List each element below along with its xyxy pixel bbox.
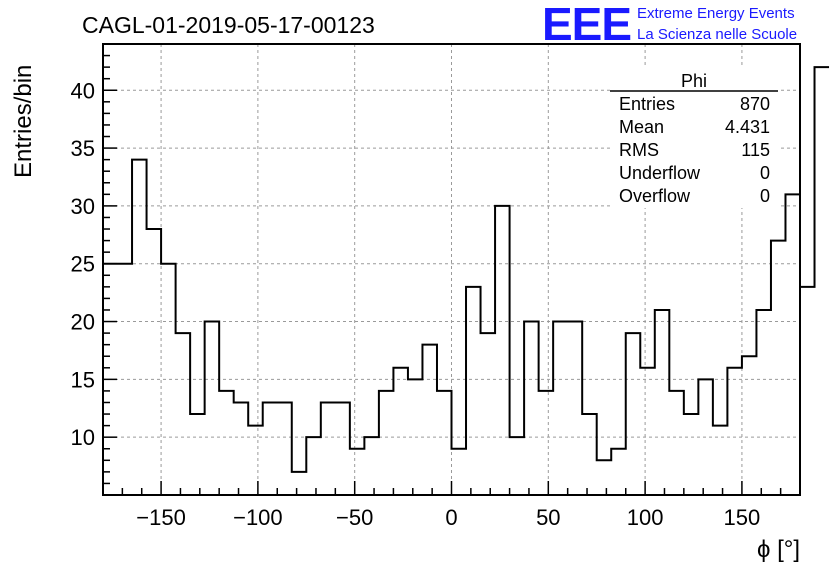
x-tick-label: −150 [136, 505, 186, 530]
y-tick-label: 10 [71, 425, 95, 450]
y-axis-label: Entries/bin [10, 65, 37, 178]
y-tick-label: 20 [71, 310, 95, 335]
chart-title: CAGL-01-2019-05-17-00123 [82, 12, 375, 38]
stats-label-overflow: Overflow [619, 186, 691, 206]
eee-logo-line2: La Scienza nelle Scuole [637, 26, 797, 43]
stats-box: Phi Entries 870 Mean 4.431 RMS 115 Under… [610, 68, 778, 208]
stats-label-mean: Mean [619, 117, 664, 137]
stats-label-rms: RMS [619, 140, 659, 160]
eee-logo-mark: EEE [542, 0, 631, 50]
y-tick-label: 25 [71, 252, 95, 277]
x-tick-label: 150 [724, 505, 761, 530]
stats-value-rms: 115 [741, 140, 770, 160]
x-tick-label: −100 [233, 505, 283, 530]
stats-label-entries: Entries [619, 94, 675, 114]
eee-logo-line1: Extreme Energy Events [637, 5, 795, 22]
x-tick-label: 0 [445, 505, 457, 530]
stats-value-entries: 870 [740, 94, 770, 114]
y-tick-label: 35 [71, 136, 95, 161]
x-tick-label: 100 [627, 505, 664, 530]
y-tick-label: 40 [71, 78, 95, 103]
x-tick-label: −50 [336, 505, 373, 530]
stats-value-overflow: 0 [760, 186, 770, 206]
tick-labels: −150 −100 −50 0 50 100 150 10 15 20 25 30 35 40 [71, 78, 761, 530]
y-tick-label: 15 [71, 367, 95, 392]
axis-ticks [103, 43, 782, 496]
eee-logo: EEE Extreme Energy Events La Scienza nel… [542, 0, 797, 50]
stats-value-mean: 4.431 [725, 117, 770, 137]
x-tick-label: 50 [536, 505, 560, 530]
y-tick-label: 30 [71, 194, 95, 219]
x-axis-label: ϕ [°] [757, 536, 800, 563]
stats-title: Phi [681, 71, 707, 91]
stats-value-underflow: 0 [760, 163, 770, 183]
histogram-bars [103, 66, 830, 473]
stats-label-underflow: Underflow [619, 163, 701, 183]
